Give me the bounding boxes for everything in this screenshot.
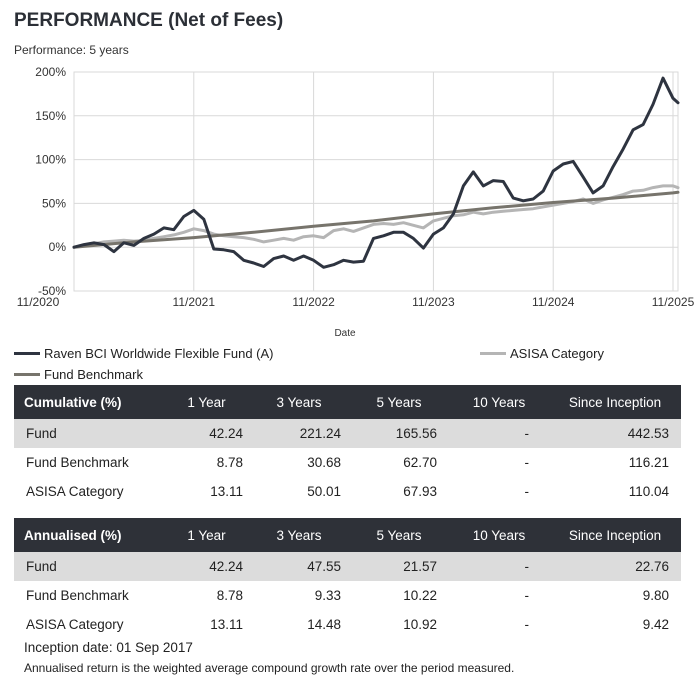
chart-subtitle: Performance: 5 years	[14, 43, 129, 57]
row-label: Fund Benchmark	[26, 588, 129, 603]
legend-swatch-fund	[14, 352, 40, 355]
table-cell: -	[449, 552, 549, 581]
y-tick-label: -50%	[38, 284, 66, 298]
annualised-table: Annualised (%) 1 Year 3 Years 5 Years 10…	[14, 518, 681, 639]
inception-date: Inception date: 01 Sep 2017	[24, 640, 193, 655]
legend-item-benchmark: Fund Benchmark	[14, 367, 143, 382]
table-cell: 50.01	[307, 484, 341, 499]
table-cell: 9.80	[642, 588, 669, 603]
table-cell: 13.11	[210, 617, 243, 632]
performance-chart: -50% 0% 50% 100% 150% 200% 11/2020 11/2021 11/20…	[17, 65, 695, 339]
y-tick-label: 50%	[42, 196, 66, 210]
table-cell: -	[449, 419, 549, 448]
table-row: Fund 42.24 47.55 21.57 - 22.76	[14, 552, 681, 581]
table-cell: 30.68	[307, 455, 341, 470]
y-tick-label: 0%	[49, 240, 67, 254]
table-header-row: Annualised (%) 1 Year 3 Years 5 Years 10…	[14, 518, 681, 552]
table-cell: 22.76	[549, 552, 681, 581]
table-cell: 116.21	[628, 455, 669, 470]
row-label: Fund Benchmark	[26, 455, 129, 470]
table-header-cell: Since Inception	[549, 518, 681, 552]
plot-frame	[73, 71, 679, 292]
table-row: ASISA Category 13.11 50.01 67.93 - 110.0…	[14, 477, 681, 506]
table-cell: 110.04	[628, 484, 669, 499]
table-cell: 42.24	[164, 419, 249, 448]
x-tick-label: 11/2020	[17, 295, 60, 309]
row-label: ASISA Category	[26, 484, 124, 499]
table-row: Fund Benchmark 8.78 9.33 10.22 - 9.80	[14, 581, 681, 610]
table-cell: 221.24	[249, 419, 349, 448]
table-cell: 165.56	[349, 419, 449, 448]
table-cell: 442.53	[549, 419, 681, 448]
table-header-cell: Cumulative (%)	[14, 385, 164, 419]
table-header-cell: 1 Year	[164, 385, 249, 419]
table-cell: 67.93	[403, 484, 437, 499]
table-header-cell: 10 Years	[449, 518, 549, 552]
table-header-cell: Since Inception	[549, 385, 681, 419]
table-header-cell: 10 Years	[449, 385, 549, 419]
x-tick-label: 11/2023	[412, 295, 455, 309]
y-tick-label: 150%	[35, 109, 66, 123]
legend-label-benchmark: Fund Benchmark	[44, 367, 143, 382]
table-cell: 21.57	[349, 552, 449, 581]
table-header-cell: 3 Years	[249, 385, 349, 419]
table-header-row: Cumulative (%) 1 Year 3 Years 5 Years 10…	[14, 385, 681, 419]
series-line-fund	[72, 76, 680, 269]
y-tick-label: 100%	[35, 153, 66, 167]
table-cell: 13.11	[210, 484, 243, 499]
table-header-cell: 5 Years	[349, 385, 449, 419]
legend-swatch-category	[480, 352, 506, 355]
table-row: Fund 42.24 221.24 165.56 - 442.53	[14, 419, 681, 448]
x-tick-label: 11/2024	[532, 295, 575, 309]
table-cell: 10.92	[403, 617, 437, 632]
table-cell: 42.24	[164, 552, 249, 581]
table-cell: -	[524, 588, 530, 603]
legend-label-fund: Raven BCI Worldwide Flexible Fund (A)	[44, 346, 274, 361]
page-title: PERFORMANCE (Net of Fees)	[14, 10, 284, 31]
legend-swatch-benchmark	[14, 373, 40, 376]
table-cell: -	[524, 617, 530, 632]
x-tick-label: 11/2025	[652, 295, 695, 309]
table-row: ASISA Category 13.11 14.48 10.92 - 9.42	[14, 610, 681, 639]
table-cell: 9.33	[314, 588, 341, 603]
table-cell: 8.78	[216, 455, 243, 470]
table-cell: 8.78	[216, 588, 243, 603]
table-header-cell: 1 Year	[164, 518, 249, 552]
table-cell: 14.48	[307, 617, 341, 632]
row-label: Fund	[14, 552, 164, 581]
cumulative-table: Cumulative (%) 1 Year 3 Years 5 Years 10…	[14, 385, 681, 506]
x-tick-label: 11/2021	[173, 295, 216, 309]
table-cell: 9.42	[642, 617, 669, 632]
footnote: Annualised return is the weighted averag…	[24, 661, 515, 675]
y-tick-label: 200%	[35, 65, 66, 79]
table-header-cell: Annualised (%)	[14, 518, 164, 552]
table-row: Fund Benchmark 8.78 30.68 62.70 - 116.21	[14, 448, 681, 477]
table-cell: -	[524, 484, 530, 499]
x-axis-label: Date	[334, 328, 356, 339]
table-header-cell: 5 Years	[349, 518, 449, 552]
legend-item-category: ASISA Category	[480, 346, 604, 361]
table-header-cell: 3 Years	[249, 518, 349, 552]
legend-label-category: ASISA Category	[510, 346, 604, 361]
table-cell: 10.22	[403, 588, 437, 603]
row-label: Fund	[14, 419, 164, 448]
series-line-benchmark	[72, 190, 680, 249]
row-label: ASISA Category	[26, 617, 124, 632]
table-cell: -	[524, 455, 530, 470]
legend-item-fund: Raven BCI Worldwide Flexible Fund (A)	[14, 346, 274, 361]
table-cell: 62.70	[403, 455, 437, 470]
table-cell: 47.55	[249, 552, 349, 581]
x-tick-label: 11/2022	[292, 295, 335, 309]
